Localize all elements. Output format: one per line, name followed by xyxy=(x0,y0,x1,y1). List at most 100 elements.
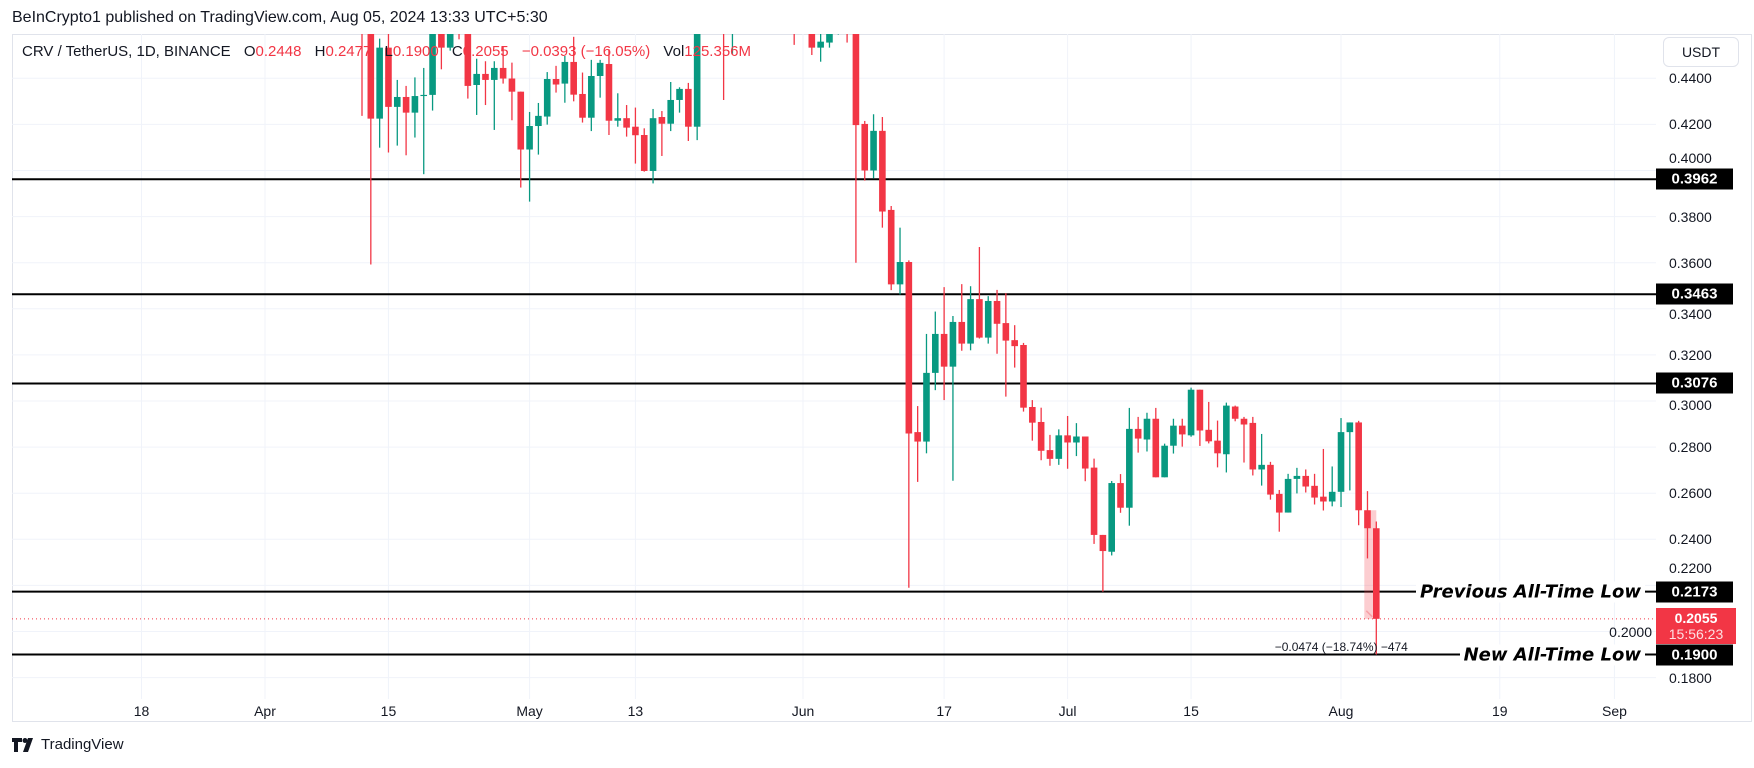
candle[interactable] xyxy=(1081,436,1089,482)
candle[interactable] xyxy=(817,34,824,62)
candle[interactable] xyxy=(693,34,701,141)
price-axis[interactable]: 0.4400 0.4200 0.4000 0.3800 0.3600 0.3400 0.32… xyxy=(1609,34,1752,699)
candle[interactable] xyxy=(473,58,480,115)
candle[interactable] xyxy=(940,287,948,401)
candle[interactable] xyxy=(420,67,428,175)
candle[interactable] xyxy=(526,111,533,202)
level-price-label[interactable]: 0.3962 xyxy=(1656,168,1733,190)
candle[interactable] xyxy=(517,91,525,188)
candle[interactable] xyxy=(1161,443,1168,478)
candle[interactable] xyxy=(588,59,595,132)
candle[interactable] xyxy=(623,105,630,137)
candle[interactable] xyxy=(914,406,921,482)
time-axis[interactable]: 18 Apr 15 May 13 Jun 17 Jul 15 Aug 19 Sep xyxy=(12,699,1656,722)
candle[interactable] xyxy=(887,205,895,291)
candle[interactable] xyxy=(835,34,842,35)
level-price-label[interactable]: 0.3463 xyxy=(1656,283,1733,305)
candle[interactable] xyxy=(1267,461,1274,500)
candle[interactable] xyxy=(640,128,648,172)
candle[interactable] xyxy=(720,34,727,100)
candle[interactable] xyxy=(1064,415,1071,469)
candle[interactable] xyxy=(676,87,683,113)
level-price-label[interactable]: 0.3076 xyxy=(1656,372,1733,394)
candle[interactable] xyxy=(1126,407,1133,526)
candle[interactable] xyxy=(1178,418,1186,447)
candle[interactable] xyxy=(446,34,454,51)
level-price-label[interactable]: 0.2173 xyxy=(1656,581,1733,603)
candle[interactable] xyxy=(1134,416,1142,453)
candle[interactable] xyxy=(632,107,639,164)
candle[interactable] xyxy=(1029,400,1036,441)
candle[interactable] xyxy=(808,34,816,56)
candle[interactable] xyxy=(1152,407,1160,478)
candle[interactable] xyxy=(1117,474,1124,513)
candle[interactable] xyxy=(438,34,445,70)
currency-button[interactable]: USDT xyxy=(1663,37,1739,67)
candle[interactable] xyxy=(923,333,930,454)
candle[interactable] xyxy=(359,34,366,116)
symbol-name[interactable]: CRV / TetherUS, 1D, BINANCE xyxy=(22,43,231,60)
candle[interactable] xyxy=(1205,401,1213,444)
candle[interactable] xyxy=(402,85,410,156)
candle[interactable] xyxy=(376,38,383,148)
candle[interactable] xyxy=(1046,434,1054,466)
candle[interactable] xyxy=(658,111,666,156)
candle[interactable] xyxy=(508,62,516,121)
candle[interactable] xyxy=(464,34,472,99)
candle[interactable] xyxy=(1002,293,1010,397)
candle[interactable] xyxy=(826,34,833,48)
candle[interactable] xyxy=(1284,473,1292,513)
candle[interactable] xyxy=(1196,389,1204,446)
candle[interactable] xyxy=(1214,420,1221,468)
candlestick-chart[interactable] xyxy=(12,34,1656,699)
candle[interactable] xyxy=(1258,433,1265,486)
candle[interactable] xyxy=(499,46,507,84)
candle[interactable] xyxy=(1055,429,1063,465)
candle[interactable] xyxy=(685,82,692,141)
candle[interactable] xyxy=(1187,387,1195,437)
candle[interactable] xyxy=(385,34,392,153)
candle[interactable] xyxy=(393,79,401,146)
candle[interactable] xyxy=(791,34,798,45)
candle[interactable] xyxy=(1346,422,1354,491)
candle[interactable] xyxy=(649,108,657,184)
candle[interactable] xyxy=(967,286,974,351)
candle[interactable] xyxy=(861,120,869,181)
candle[interactable] xyxy=(1240,416,1248,463)
candle[interactable] xyxy=(1090,458,1098,544)
candle[interactable] xyxy=(1037,407,1045,461)
candle[interactable] xyxy=(1020,342,1027,412)
candle[interactable] xyxy=(896,227,904,295)
candle[interactable] xyxy=(976,247,983,339)
candle[interactable] xyxy=(1170,418,1177,454)
candle[interactable] xyxy=(870,114,877,179)
candle[interactable] xyxy=(1099,534,1107,592)
candle[interactable] xyxy=(456,34,463,40)
candle[interactable] xyxy=(605,49,613,136)
candle[interactable] xyxy=(367,34,375,265)
candle[interactable] xyxy=(905,260,913,588)
candle[interactable] xyxy=(411,77,419,138)
candle[interactable] xyxy=(844,34,851,43)
candle[interactable] xyxy=(1073,423,1080,457)
candle[interactable] xyxy=(993,289,1001,354)
candle[interactable] xyxy=(1302,469,1310,493)
candle[interactable] xyxy=(958,284,966,351)
candle[interactable] xyxy=(535,102,542,155)
candle[interactable] xyxy=(932,311,939,391)
candle[interactable] xyxy=(1320,448,1327,511)
candle[interactable] xyxy=(1337,418,1345,508)
candle[interactable] xyxy=(570,36,577,102)
level-price-label[interactable]: 0.1900 xyxy=(1656,644,1733,666)
price-plot[interactable] xyxy=(12,34,1656,699)
candle[interactable] xyxy=(543,72,551,125)
candle[interactable] xyxy=(1328,466,1336,507)
candle[interactable] xyxy=(1275,489,1283,532)
candle[interactable] xyxy=(596,59,604,98)
candle[interactable] xyxy=(561,55,569,103)
candle[interactable] xyxy=(1311,473,1318,505)
candle[interactable] xyxy=(552,65,560,93)
candle[interactable] xyxy=(949,315,957,481)
tradingview-brand[interactable]: TradingView xyxy=(12,736,124,753)
candle[interactable] xyxy=(579,72,586,123)
